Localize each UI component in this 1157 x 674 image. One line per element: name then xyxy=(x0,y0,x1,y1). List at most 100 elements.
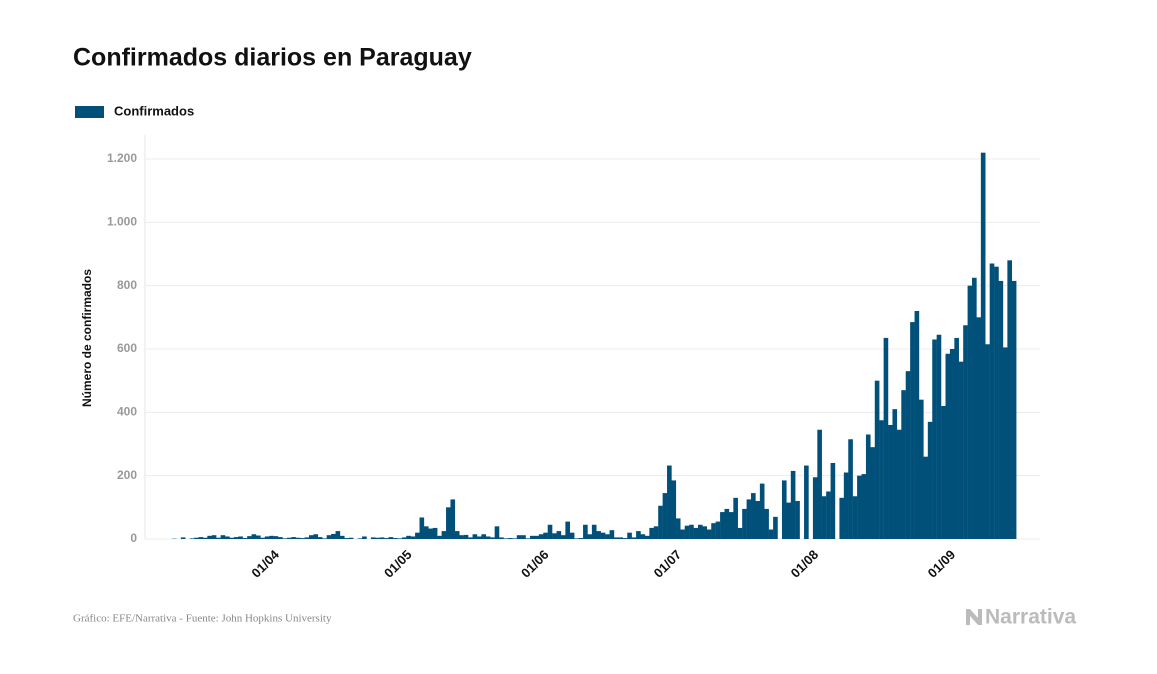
x-tick-label: 01/08 xyxy=(788,547,822,581)
bar xyxy=(804,465,809,539)
bar xyxy=(543,532,548,539)
bar xyxy=(556,531,562,539)
bar xyxy=(238,536,243,539)
bar xyxy=(821,496,827,539)
bar xyxy=(591,524,597,539)
bar xyxy=(746,499,752,539)
bar xyxy=(764,508,769,539)
bar xyxy=(574,538,579,539)
bar xyxy=(755,501,761,539)
bar xyxy=(923,456,929,539)
bar xyxy=(251,534,257,539)
bar xyxy=(578,538,584,539)
bar xyxy=(507,538,513,539)
bar xyxy=(468,537,473,539)
bar xyxy=(644,535,650,539)
bar xyxy=(525,538,531,539)
bar xyxy=(534,535,540,539)
logo: Narrativa xyxy=(985,606,1076,629)
bar xyxy=(220,535,226,539)
bar xyxy=(569,532,575,539)
bar xyxy=(278,537,283,539)
bar xyxy=(883,337,889,539)
bar xyxy=(932,339,937,539)
bar xyxy=(812,477,818,539)
y-axis-label: Número de confirmados xyxy=(80,269,94,407)
bar xyxy=(609,530,615,539)
y-tick-label: 600 xyxy=(117,341,137,355)
bar xyxy=(269,535,274,539)
bar xyxy=(322,538,327,539)
bar xyxy=(326,535,332,539)
bar xyxy=(189,538,195,539)
bar xyxy=(614,537,619,539)
bar xyxy=(640,534,646,539)
bar xyxy=(503,538,509,539)
bar xyxy=(954,337,959,539)
bar xyxy=(490,537,495,539)
bar xyxy=(870,447,875,539)
bar xyxy=(339,535,345,539)
bar xyxy=(751,493,756,539)
bar xyxy=(419,517,425,539)
bar xyxy=(600,532,606,539)
bar xyxy=(446,507,451,539)
bar xyxy=(454,531,460,539)
bar xyxy=(963,325,968,539)
bar xyxy=(560,535,566,539)
bar xyxy=(552,533,557,539)
bar xyxy=(207,535,212,539)
x-tick-label: 01/07 xyxy=(651,547,685,581)
bar xyxy=(273,536,279,539)
bar xyxy=(357,538,363,539)
bar xyxy=(242,538,248,539)
bar xyxy=(967,285,973,539)
bar xyxy=(388,537,394,539)
x-tick-label: 01/09 xyxy=(925,547,959,581)
bar xyxy=(596,531,601,539)
bar xyxy=(233,537,239,539)
bar xyxy=(622,538,628,539)
bar xyxy=(485,536,491,539)
bar xyxy=(843,472,849,539)
x-tick-label: 01/05 xyxy=(381,547,415,581)
bar xyxy=(914,311,920,539)
bar xyxy=(375,537,380,539)
bar xyxy=(441,531,447,539)
bar xyxy=(459,535,464,539)
bar xyxy=(309,535,314,539)
bar xyxy=(255,535,261,539)
bar xyxy=(680,529,685,539)
bar xyxy=(194,537,199,539)
bar xyxy=(348,537,354,539)
bar xyxy=(910,322,915,539)
bar xyxy=(1007,260,1012,539)
bar xyxy=(649,527,654,539)
bar xyxy=(618,537,624,539)
bar xyxy=(295,537,301,539)
bar xyxy=(304,537,310,539)
bar xyxy=(905,371,911,539)
bar xyxy=(415,532,420,539)
bar xyxy=(658,505,663,539)
bar xyxy=(384,538,389,539)
bar xyxy=(432,527,438,539)
bar xyxy=(180,537,186,539)
bar xyxy=(264,536,270,539)
bar xyxy=(481,534,487,539)
bar xyxy=(583,524,588,539)
bar xyxy=(693,527,699,539)
bar xyxy=(1011,280,1017,539)
bar xyxy=(865,434,871,539)
bar xyxy=(211,535,217,539)
bar xyxy=(715,521,721,539)
bar xyxy=(410,536,416,539)
bar xyxy=(362,536,367,539)
bar xyxy=(773,516,778,539)
bar xyxy=(826,491,831,539)
bar xyxy=(839,497,845,539)
bar xyxy=(958,361,964,539)
bar xyxy=(494,526,500,539)
y-tick-label: 1.000 xyxy=(107,215,137,229)
